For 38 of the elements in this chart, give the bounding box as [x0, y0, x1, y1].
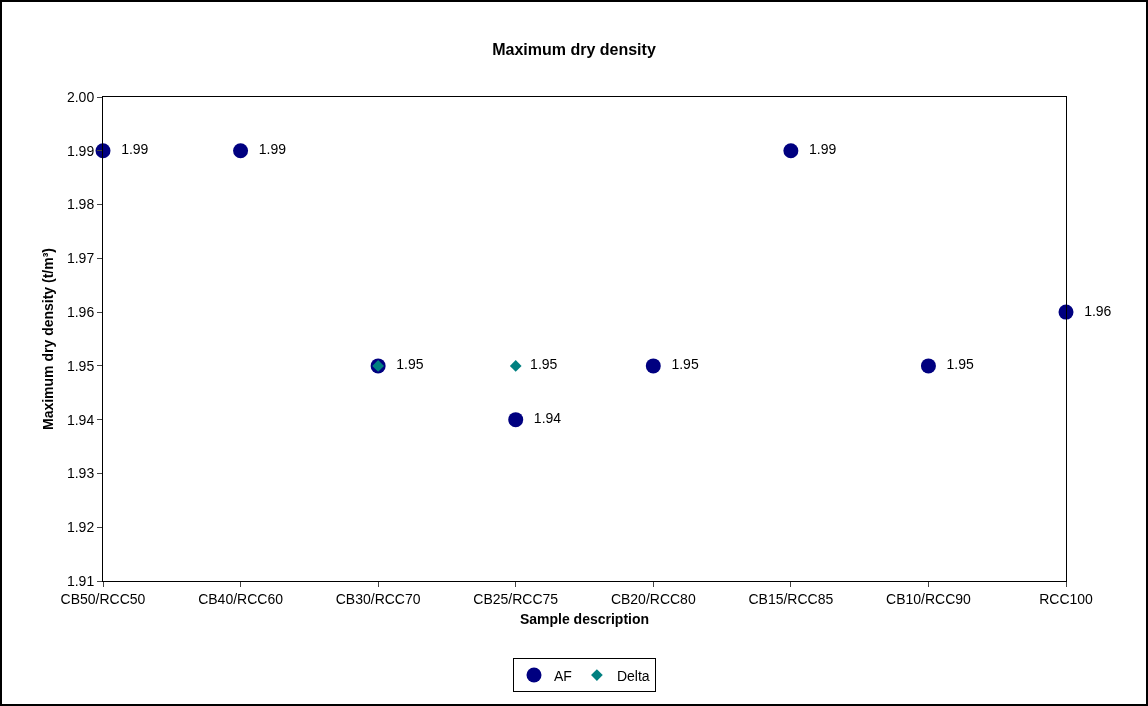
- y-axis-title: Maximum dry density (t/m³): [39, 247, 56, 431]
- y-tick-label: 1.98: [66, 196, 95, 213]
- chart-title: Maximum dry density: [492, 41, 656, 59]
- y-tick-label: 1.96: [66, 304, 95, 321]
- x-tick-label: CB50/RCC50: [60, 590, 146, 607]
- point: [233, 143, 249, 159]
- data-label: 1.95: [938, 356, 975, 373]
- point: [508, 412, 524, 428]
- point: [783, 143, 799, 159]
- x-axis-title: Sample description: [519, 611, 650, 628]
- legend-label: AF: [554, 667, 572, 684]
- y-tick-label: 1.94: [66, 411, 95, 428]
- data-label: 1.99: [113, 141, 149, 158]
- point: [920, 358, 936, 374]
- data-label: 1.99: [801, 141, 837, 158]
- x-tick-label: CB25/RCC75: [473, 590, 559, 607]
- data-label: 1.94: [526, 410, 562, 427]
- data-label: 1.95: [522, 356, 558, 373]
- y-tick-label: 1.91: [66, 572, 95, 589]
- y-tick-label: 1.97: [66, 250, 95, 267]
- y-tick-label: 1.93: [66, 465, 95, 482]
- data-label: 1.95: [388, 356, 424, 373]
- y-tick-label: 1.95: [66, 357, 95, 374]
- y-tick-label: 1.99: [66, 142, 95, 159]
- x-tick-label: CB30/RCC70: [335, 590, 421, 607]
- point: [509, 360, 522, 372]
- x-tick-label: RCC100: [1039, 590, 1094, 607]
- data-label: 1.96: [1076, 302, 1112, 319]
- data-label: 1.99: [250, 141, 287, 158]
- x-tick-label: CB15/RCC85: [748, 590, 834, 607]
- y-tick-label: 2.00: [66, 88, 95, 105]
- legend-label: Delta: [616, 667, 650, 684]
- x-tick-label: CB10/RCC90: [886, 590, 972, 607]
- data-label: 1.95: [663, 356, 699, 373]
- point: [645, 358, 661, 374]
- x-tick-label: CB20/RCC80: [610, 590, 696, 607]
- x-tick-label: CB40/RCC60: [198, 590, 284, 607]
- y-tick-label: 1.92: [66, 519, 95, 536]
